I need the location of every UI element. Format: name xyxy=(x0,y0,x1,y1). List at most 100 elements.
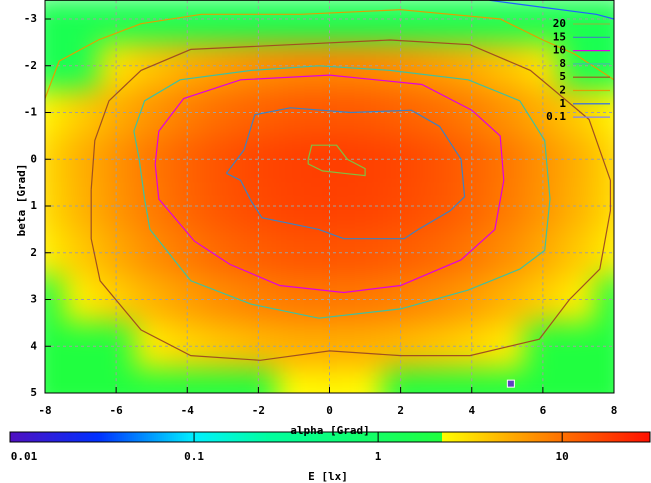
colorbar-swatch xyxy=(18,432,21,442)
colorbar-swatch xyxy=(480,432,483,442)
contour-line xyxy=(90,39,612,361)
colorbar-swatch xyxy=(284,432,287,442)
colorbar-swatch xyxy=(574,432,577,442)
colorbar-swatch xyxy=(258,432,261,442)
colorbar-swatch xyxy=(10,432,13,442)
colorbar-swatch xyxy=(400,432,403,442)
colorbar-swatch xyxy=(488,432,491,442)
colorbar-swatch xyxy=(582,432,585,442)
colorbar-swatch xyxy=(64,432,67,442)
colorbar-swatch xyxy=(164,432,167,442)
colorbar-swatch xyxy=(250,432,253,442)
colorbar-swatch xyxy=(274,432,277,442)
colorbar-swatch xyxy=(146,432,149,442)
colorbar-swatch xyxy=(500,432,503,442)
colorbar-swatch xyxy=(566,432,569,442)
colorbar-swatch xyxy=(372,432,375,442)
colorbar-swatch xyxy=(486,432,489,442)
colorbar-swatch xyxy=(148,432,151,442)
colorbar-swatch xyxy=(96,432,99,442)
heat-cell xyxy=(525,369,562,394)
colorbar-swatch xyxy=(378,432,381,442)
colorbar-swatch xyxy=(246,432,249,442)
colorbar-swatch xyxy=(214,432,217,442)
colorbar-swatch xyxy=(92,432,95,442)
heat-cell xyxy=(276,0,313,43)
colorbar-swatch xyxy=(188,432,191,442)
heat-cell xyxy=(62,182,99,230)
heat-cell xyxy=(453,369,491,394)
y-tick-label: 2 xyxy=(30,246,37,259)
heat-cell xyxy=(62,42,99,90)
colorbar-swatch xyxy=(132,432,135,442)
colorbar-swatch xyxy=(278,432,281,442)
colorbar-swatch xyxy=(534,432,537,442)
colorbar-swatch xyxy=(128,432,131,442)
colorbar-swatch xyxy=(416,432,419,442)
colorbar-swatch xyxy=(618,432,621,442)
x-tick-label: -8 xyxy=(38,404,51,417)
colorbar-swatch xyxy=(180,432,183,442)
colorbar-swatch xyxy=(212,432,215,442)
colorbar-swatch xyxy=(240,432,243,442)
heat-cell xyxy=(205,369,242,394)
colorbar-swatch xyxy=(316,432,319,442)
colorbar-swatch xyxy=(606,432,609,442)
colorbar-swatch xyxy=(142,432,145,442)
y-tick-label: 0 xyxy=(30,152,37,165)
heat-cell xyxy=(45,42,64,90)
colorbar-swatch xyxy=(478,432,481,442)
heat-cell xyxy=(276,322,313,371)
colorbar-swatch xyxy=(66,432,69,442)
heat-cell xyxy=(45,182,64,230)
colorbar-swatch xyxy=(202,432,205,442)
colorbar-swatch xyxy=(162,432,165,442)
colorbar-swatch xyxy=(160,432,163,442)
x-tick-label: -6 xyxy=(110,404,124,417)
colorbar-swatch xyxy=(82,432,85,442)
heat-cell xyxy=(133,322,170,371)
colorbar-swatch xyxy=(548,432,551,442)
colorbar-swatch xyxy=(122,432,125,442)
x-tick-label: 0 xyxy=(326,404,333,417)
colorbar-swatch xyxy=(110,432,113,442)
colorbar-swatch xyxy=(42,432,45,442)
colorbar-swatch xyxy=(608,432,611,442)
colorbar-swatch xyxy=(390,432,393,442)
colorbar-swatch xyxy=(204,432,207,442)
colorbar-swatch xyxy=(540,432,543,442)
heat-cell xyxy=(560,369,597,394)
colorbar-swatch xyxy=(224,432,227,442)
colorbar-swatch xyxy=(516,432,519,442)
colorbar-swatch xyxy=(332,432,335,442)
heat-cell xyxy=(560,89,597,137)
colorbar-swatch xyxy=(364,432,367,442)
heat-cell xyxy=(347,0,384,43)
colorbar-swatch xyxy=(408,432,411,442)
colorbar-swatch xyxy=(228,432,231,442)
colorbar-swatch xyxy=(158,432,161,442)
colorbar-swatch xyxy=(40,432,43,442)
colorbar-swatch xyxy=(612,432,615,442)
colorbar-swatch xyxy=(628,432,631,442)
colorbar-swatch xyxy=(12,432,15,442)
colorbar-swatch xyxy=(402,432,405,442)
colorbar-swatch xyxy=(626,432,629,442)
heat-cell xyxy=(45,89,64,137)
colorbar-swatch xyxy=(196,432,199,442)
colorbar-swatch xyxy=(320,432,323,442)
colorbar-swatch xyxy=(302,432,305,442)
colorbar-swatch xyxy=(136,432,139,442)
colorbar-swatch xyxy=(470,432,473,442)
colorbar-swatch xyxy=(490,432,493,442)
heat-cell xyxy=(382,369,419,394)
colorbar-swatch xyxy=(264,432,267,442)
colorbar-swatch xyxy=(538,432,541,442)
colorbar-swatch xyxy=(360,432,363,442)
heat-cell xyxy=(560,276,597,324)
colorbar-swatch xyxy=(420,432,423,442)
colorbar-swatch xyxy=(448,432,451,442)
colorbar-swatch xyxy=(472,432,475,442)
heat-cell xyxy=(560,0,597,43)
colorbar-swatch xyxy=(186,432,189,442)
